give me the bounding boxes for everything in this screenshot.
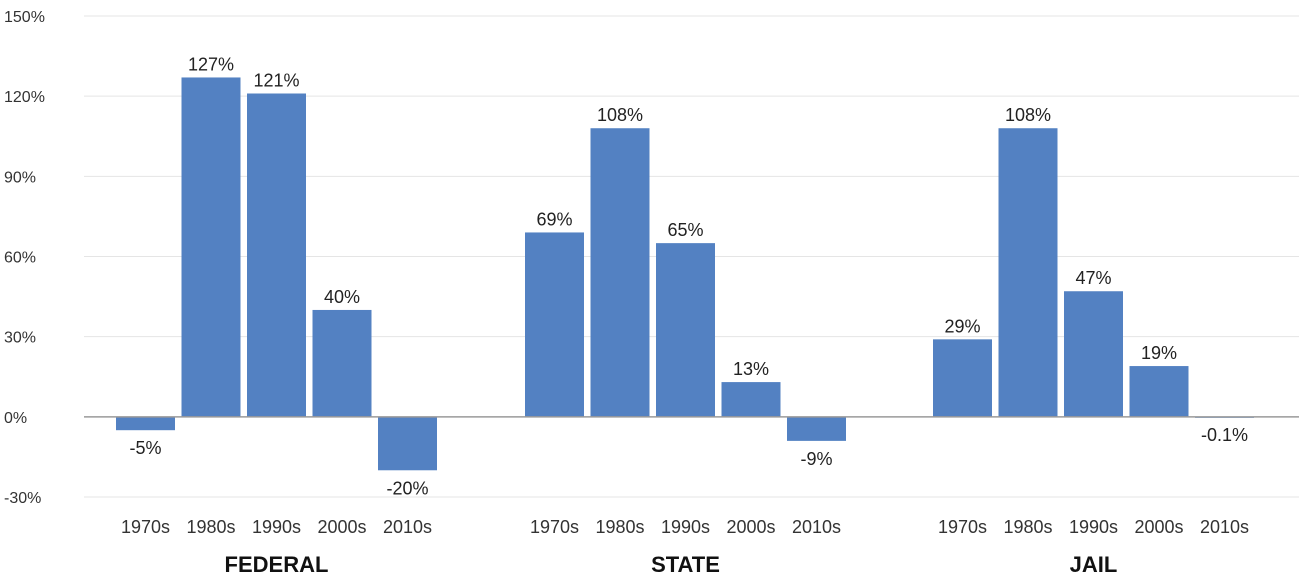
value-label: 65%: [667, 220, 703, 240]
y-tick-label: -30%: [4, 490, 41, 507]
value-label: 13%: [733, 359, 769, 379]
value-label: 108%: [597, 105, 643, 125]
value-label: -0.1%: [1201, 425, 1248, 445]
x-tick-label: 1990s: [661, 517, 710, 537]
y-axis: -30% 0% 30% 60% 90% 120% 150%: [4, 9, 45, 507]
value-label: 40%: [324, 287, 360, 307]
bar-state-1990s: [656, 243, 715, 417]
x-tick-label: 1980s: [186, 517, 235, 537]
bar-state-2010s: [787, 416, 846, 441]
x-tick-label: 2000s: [1134, 517, 1183, 537]
x-tick-label: 1990s: [1069, 517, 1118, 537]
bar-jail-1990s: [1064, 291, 1123, 417]
bar-jail-1970s: [933, 339, 992, 417]
x-tick-label: 1970s: [121, 517, 170, 537]
value-label: -9%: [800, 449, 832, 469]
x-tick-label: 1980s: [595, 517, 644, 537]
y-tick-label: 90%: [4, 169, 36, 186]
x-tick-label: 1970s: [938, 517, 987, 537]
bar-federal-1980s: [181, 77, 241, 417]
x-tick-label: 2000s: [317, 517, 366, 537]
value-label: 19%: [1141, 343, 1177, 363]
y-tick-label: 60%: [4, 250, 36, 267]
x-tick-label: 1990s: [252, 517, 301, 537]
x-tick-label: 1980s: [1003, 517, 1052, 537]
value-label: 127%: [188, 54, 234, 74]
y-tick-label: 120%: [4, 89, 45, 106]
x-tick-label: 2010s: [792, 517, 841, 537]
x-tick-label: 2000s: [726, 517, 775, 537]
value-label: 108%: [1005, 105, 1051, 125]
group-label-jail: JAIL: [1070, 552, 1118, 577]
bar-state-1980s: [590, 128, 650, 417]
value-label: -20%: [386, 478, 428, 498]
bar-federal-2000s: [312, 309, 372, 417]
y-tick-label: 150%: [4, 9, 45, 26]
value-label: 121%: [253, 70, 299, 90]
x-tick-label: 1970s: [530, 517, 579, 537]
group-label-state: STATE: [651, 552, 720, 577]
value-label: 47%: [1075, 268, 1111, 288]
x-axis: 1970s 1980s 1990s 2000s 2010s FEDERAL 1970s 198…: [121, 517, 1249, 577]
bars: -5% 127% 121% 40% -20% 69% 108% 65% 13% -9% 29% 108…: [84, 54, 1299, 498]
value-label: 29%: [944, 316, 980, 336]
value-label: -5%: [129, 438, 161, 458]
bar-federal-2010s: [378, 416, 437, 471]
bar-jail-2000s: [1129, 366, 1189, 417]
group-label-federal: FEDERAL: [225, 552, 329, 577]
bar-federal-1990s: [247, 93, 306, 417]
y-tick-label: 30%: [4, 330, 36, 347]
bar-jail-1980s: [998, 128, 1058, 417]
x-tick-label: 2010s: [383, 517, 432, 537]
value-label: 69%: [536, 209, 572, 229]
bar-state-2000s: [721, 382, 781, 417]
bar-state-1970s: [525, 232, 584, 417]
y-tick-label: 0%: [4, 410, 27, 427]
bar-federal-1970s: [116, 416, 175, 431]
x-tick-label: 2010s: [1200, 517, 1249, 537]
